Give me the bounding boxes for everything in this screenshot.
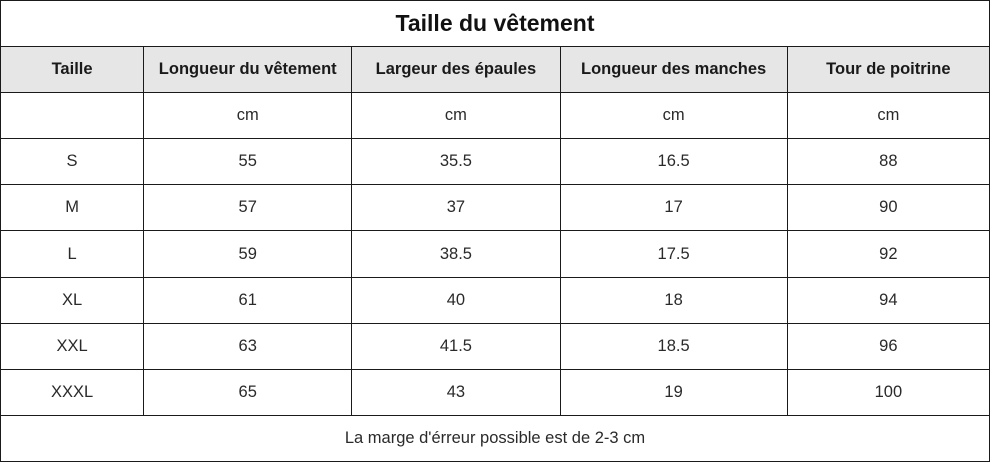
title-row: Taille du vêtement [0,0,990,48]
header-shoulder-width: Largeur des épaules [351,46,561,94]
garment-length-cell: 57 [143,184,353,232]
size-cell: M [0,184,145,232]
chest-cell: 88 [786,138,991,186]
unit-cell: cm [143,92,353,140]
table-row: XL 61 40 18 94 [0,276,991,324]
header-sleeve-length: Longueur des manches [559,46,788,94]
footer-note: La marge d'érreur possible est de 2-3 cm [0,414,990,463]
unit-cell [0,92,145,140]
table-row: M 57 37 17 90 [0,184,991,232]
shoulder-width-cell: 37 [351,184,561,232]
garment-length-cell: 63 [143,322,353,370]
garment-length-cell: 59 [143,230,353,278]
shoulder-width-cell: 43 [351,368,561,416]
size-cell: XXL [0,322,145,370]
shoulder-width-cell: 41.5 [351,322,561,370]
table-row: L 59 38.5 17.5 92 [0,230,991,278]
size-cell: XL [0,276,145,324]
chest-cell: 92 [786,230,991,278]
header-row: Taille Longueur du vêtement Largeur des … [0,46,991,94]
size-cell: S [0,138,145,186]
header-chest: Tour de poitrine [786,46,991,94]
header-garment-length: Longueur du vêtement [143,46,353,94]
size-cell: XXXL [0,368,145,416]
shoulder-width-cell: 40 [351,276,561,324]
shoulder-width-cell: 35.5 [351,138,561,186]
sleeve-length-cell: 18.5 [559,322,788,370]
sleeve-length-cell: 17.5 [559,230,788,278]
table-row: XXXL 65 43 19 100 [0,368,991,416]
garment-length-cell: 65 [143,368,353,416]
unit-cell: cm [559,92,788,140]
garment-length-cell: 61 [143,276,353,324]
sleeve-length-cell: 17 [559,184,788,232]
header-size: Taille [0,46,145,94]
table-row: S 55 35.5 16.5 88 [0,138,991,186]
chest-cell: 90 [786,184,991,232]
garment-length-cell: 55 [143,138,353,186]
sleeve-length-cell: 18 [559,276,788,324]
chest-cell: 94 [786,276,991,324]
table-title: Taille du vêtement [0,0,990,48]
chest-cell: 100 [786,368,991,416]
chest-cell: 96 [786,322,991,370]
unit-cell: cm [351,92,561,140]
units-row: cm cm cm cm [0,92,991,140]
sleeve-length-cell: 19 [559,368,788,416]
sleeve-length-cell: 16.5 [559,138,788,186]
size-cell: L [0,230,145,278]
shoulder-width-cell: 38.5 [351,230,561,278]
table-row: XXL 63 41.5 18.5 96 [0,322,991,370]
footer-row: La marge d'érreur possible est de 2-3 cm [0,414,990,463]
unit-cell: cm [786,92,991,140]
